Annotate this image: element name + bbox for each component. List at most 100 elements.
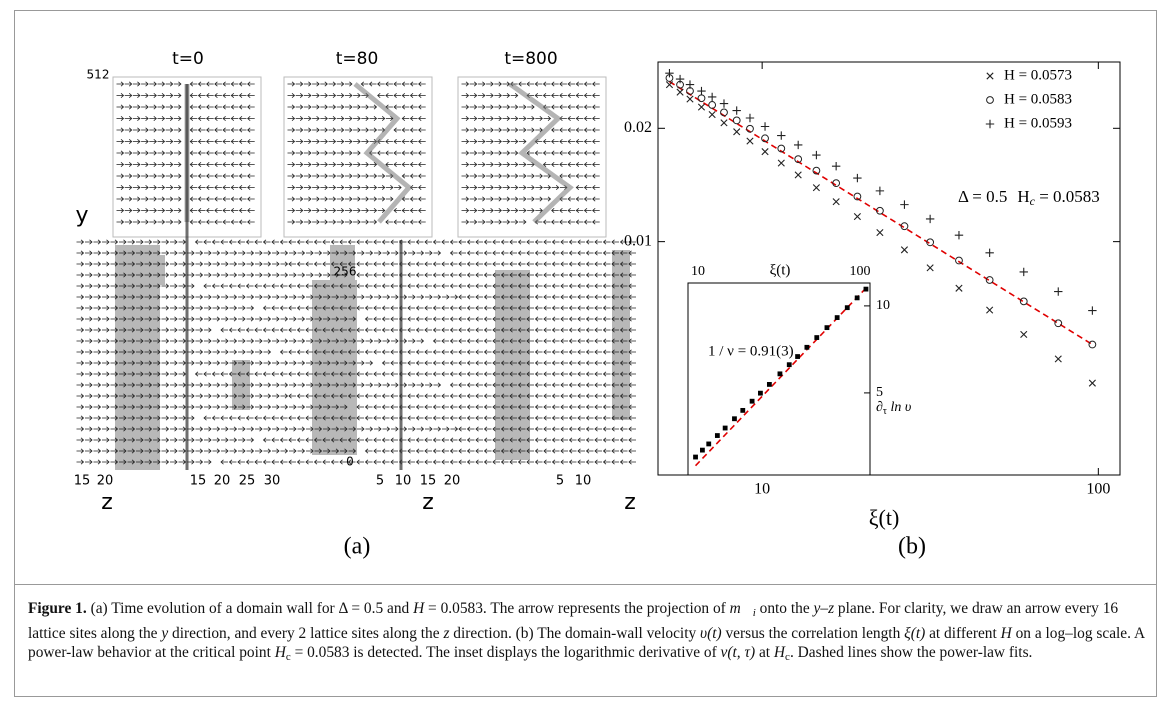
annotation-part: H (1017, 187, 1029, 206)
caption-text: Figure 1. (28, 600, 87, 617)
marker (794, 155, 803, 164)
domain-wall (508, 81, 574, 224)
marker (853, 212, 861, 221)
marker (708, 101, 717, 109)
caption-text: (a) Time evolution of a domain wall for (86, 600, 339, 617)
caption-text: i (752, 607, 756, 619)
marker (777, 371, 783, 377)
caption-text: – (820, 600, 829, 617)
marker (1020, 330, 1028, 339)
caption-text: plane. For clarity, we draw an arrow eve… (28, 600, 1119, 642)
caption-text: versus the correlation length (721, 624, 905, 642)
inset-y-tick-label: 10 (876, 298, 890, 313)
marker (955, 256, 963, 265)
z-tick-label: 20 (214, 474, 231, 489)
marker (777, 144, 786, 153)
caption-text: Δ = 0.5 (338, 600, 384, 617)
marker (665, 81, 674, 89)
caption-text: direction. (b) The domain-wall velocity (449, 624, 701, 642)
legend-marker (985, 119, 995, 129)
marker (722, 425, 728, 431)
caption-text: onto the (755, 600, 814, 617)
caption-text: z (828, 600, 835, 617)
caption-text: direction, and every 2 lattice sites alo… (168, 624, 444, 642)
marker (777, 131, 786, 140)
marker (985, 248, 994, 258)
marker (732, 116, 741, 125)
marker (926, 238, 935, 247)
marker (746, 137, 754, 145)
caption-text: = 0.0583. The arrow represents the proje… (424, 600, 730, 617)
marker (875, 206, 884, 215)
marker (685, 80, 695, 89)
z-tick-label: 15 (190, 474, 207, 489)
inset-y-tick-label: 5 (876, 385, 883, 400)
marker (719, 99, 729, 108)
marker (824, 325, 830, 331)
marker (697, 86, 706, 96)
marker (812, 184, 820, 192)
marker (708, 110, 716, 119)
caption-text: H (413, 600, 425, 617)
marker (794, 171, 802, 179)
panel-label: (a) (344, 534, 371, 560)
marker (863, 286, 869, 292)
caption-text: z (443, 624, 450, 642)
z-tick-label: 15 (74, 474, 91, 489)
annotation-part: = 0.0583 (1035, 187, 1100, 206)
caption-text: . Dashed lines show the power-law fits. (789, 644, 1033, 662)
caption-text: at different (925, 624, 1001, 642)
marker (720, 119, 728, 127)
marker (777, 159, 785, 167)
y-tick-label: 512 (87, 68, 110, 82)
marker (1054, 355, 1062, 363)
annotation: Δ = 0.5 Hc = 0.0583 (958, 187, 1100, 208)
y-tick-label: 0.01 (624, 232, 652, 249)
marker (693, 454, 698, 460)
legend-label: H = 0.0593 (1004, 115, 1072, 131)
marker (812, 166, 821, 175)
z-tick-label: 5 (376, 474, 384, 489)
x-tick-label: 100 (1086, 481, 1110, 498)
fit-line (669, 80, 1093, 346)
fit-line (694, 286, 868, 467)
marker (761, 134, 769, 143)
marker (761, 148, 769, 156)
caption: Figure 1. (a) Time evolution of a domain… (28, 599, 1148, 668)
caption-text: = 0.0583 is detected. The inset displays… (290, 644, 721, 662)
caption-text: y (161, 624, 169, 642)
marker (812, 150, 821, 160)
z-tick-label: 20 (97, 474, 114, 489)
y-tick-label: 256 (334, 265, 357, 279)
marker (844, 305, 850, 311)
marker (986, 306, 994, 314)
arrow-field (461, 81, 600, 225)
legend-marker (986, 72, 994, 80)
caption-text: at (755, 644, 774, 662)
marker (926, 264, 934, 272)
z-tick-label: 10 (395, 474, 412, 489)
z-tick-label: 10 (575, 474, 592, 489)
z-tick-label: 30 (264, 474, 281, 489)
arrow-field (116, 81, 255, 225)
marker (732, 106, 741, 115)
marker (925, 214, 935, 224)
marker (746, 124, 754, 133)
inset-x-label: ξ(t) (770, 262, 791, 278)
axis-label: y (75, 203, 88, 228)
axis-label: z (624, 490, 636, 515)
axis-label: z (422, 490, 434, 515)
caption-text: H (1000, 624, 1012, 642)
caption-text: c (285, 651, 291, 664)
marker (954, 231, 964, 240)
inset-y-label: ∂τ ln υ (876, 400, 911, 417)
snapshot-title: t=800 (504, 49, 557, 69)
marker (714, 433, 720, 438)
marker (831, 162, 841, 171)
frame (14, 10, 1157, 697)
marker (697, 103, 706, 111)
marker (795, 354, 800, 359)
snapshot-title: t=0 (172, 49, 204, 69)
marker (854, 295, 860, 301)
inset-y-label-part: ∂ (876, 400, 883, 415)
